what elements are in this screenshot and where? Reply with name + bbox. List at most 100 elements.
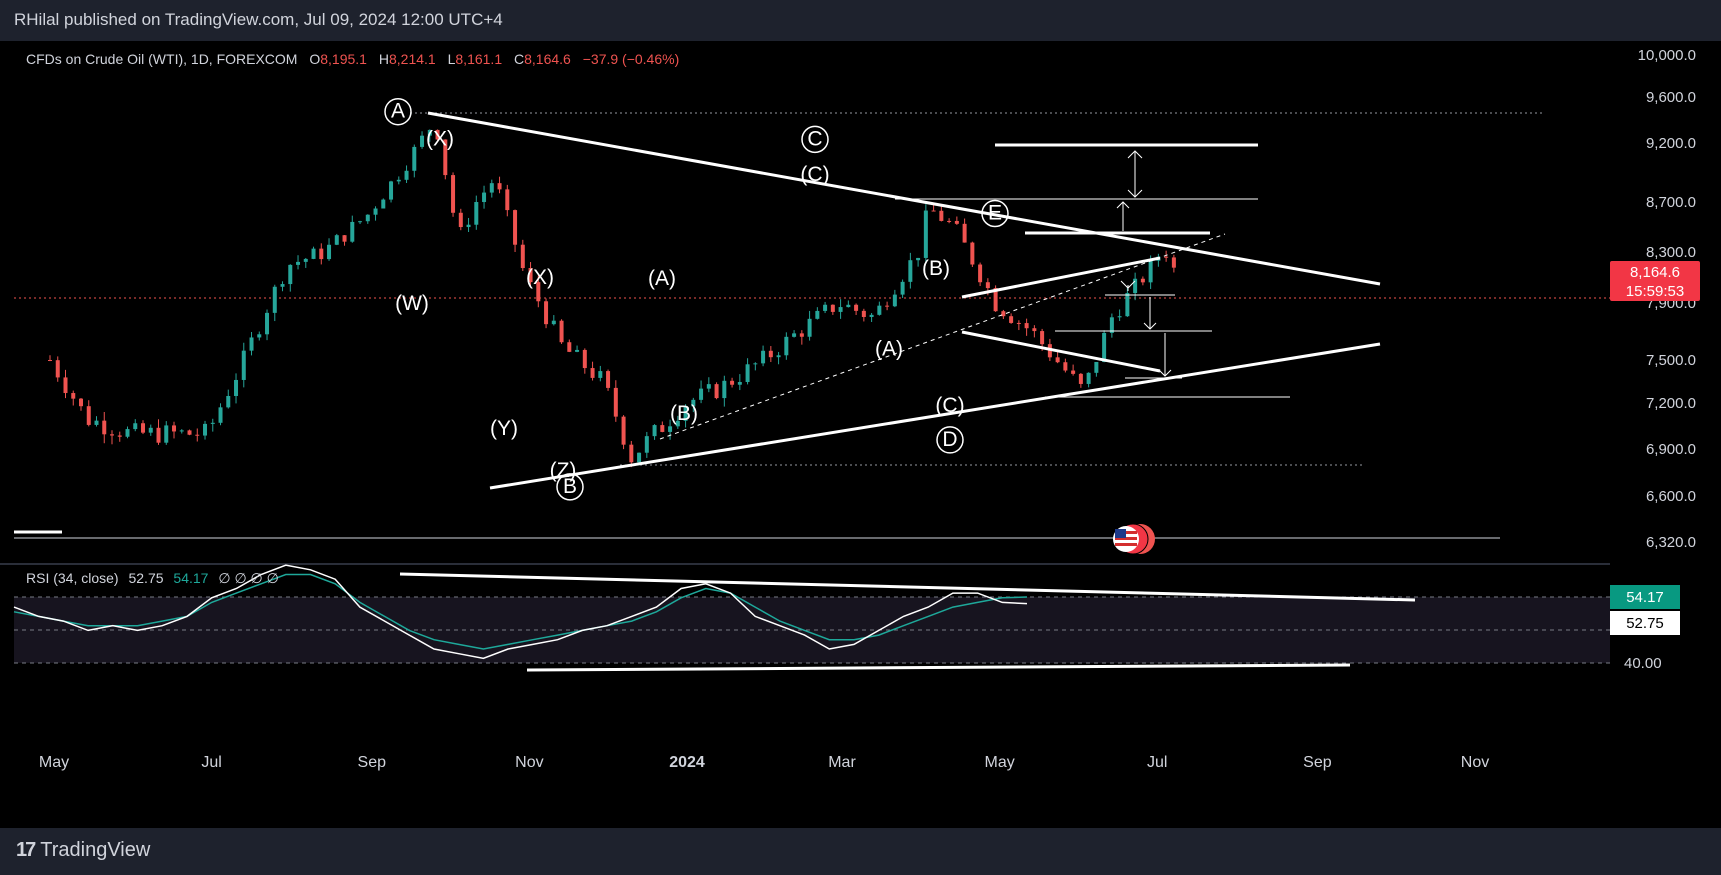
candle-body: [660, 425, 665, 432]
candle-body: [722, 380, 727, 399]
candle-body: [435, 129, 440, 140]
candle-body: [877, 305, 882, 315]
price-tick-label: 8,700.0: [1646, 194, 1696, 211]
wave-label-text: (A): [648, 267, 676, 290]
candle-body: [978, 264, 983, 283]
candle-body: [613, 387, 618, 417]
candle-body: [513, 210, 518, 245]
candle-body: [296, 261, 301, 265]
candle-body: [970, 242, 975, 265]
candle-body: [79, 398, 84, 407]
candle-body: [823, 304, 828, 311]
candle-body: [1164, 256, 1169, 258]
candle-body: [497, 183, 502, 190]
candle-body: [776, 355, 781, 358]
wave-label: (Z): [550, 459, 577, 482]
publisher-text: RHilal published on TradingView.com, Jul…: [14, 10, 503, 29]
candle-body: [195, 434, 200, 436]
time-tick-label: Jul: [201, 754, 221, 771]
candle-body: [1009, 316, 1014, 323]
chart-area[interactable]: A (X) (W) (X) (Y) (Z)B (A) (B) C (C) (A) (B) (C) D E C…: [0, 41, 1721, 828]
candle-body: [210, 422, 215, 424]
candle-body: [156, 427, 161, 443]
candle-body: [249, 337, 254, 351]
candle-body: [582, 349, 587, 369]
current-price-value: 8,164.6: [1630, 264, 1680, 281]
wave-label-text: (B): [922, 257, 950, 280]
candle-body: [474, 202, 479, 225]
candle-body: [451, 175, 456, 213]
candle-body: [272, 286, 277, 313]
candle-body: [606, 371, 611, 388]
countdown-value: 15:59:53: [1626, 283, 1684, 300]
candle-body: [389, 181, 394, 200]
candle-body: [652, 425, 657, 437]
candle-body: [567, 342, 572, 352]
candle-body: [985, 282, 990, 289]
wave-label-text: E: [988, 202, 1002, 225]
candle-body: [714, 384, 719, 399]
wave-labels: A (X) (W) (X) (Y) (Z)B (A) (B) C (C) (A) (B) (C) D E: [384, 97, 1009, 501]
candle-body: [350, 221, 355, 242]
time-tick-label: May: [984, 754, 1014, 771]
wave-label: E: [981, 199, 1009, 228]
wave-label-text: B: [563, 475, 577, 498]
candle-body: [885, 305, 890, 307]
wave-label: (C): [935, 394, 964, 417]
time-tick-label: Sep: [1303, 754, 1332, 771]
rsi-axis[interactable]: 40.00 54.17 52.75: [1610, 585, 1680, 672]
candle-body: [489, 183, 494, 193]
rsi-signal-badge-value: 54.17: [1626, 589, 1664, 606]
candle-body: [1117, 316, 1122, 318]
candle-body: [846, 304, 851, 308]
candle-body: [319, 248, 324, 260]
candle-body: [420, 135, 425, 147]
candle-body: [86, 406, 91, 425]
candle-body: [1102, 332, 1107, 362]
candle-body: [668, 426, 673, 432]
candle-body: [900, 281, 905, 295]
candle-body: [1109, 317, 1114, 333]
wave-label: (B): [670, 402, 698, 425]
rsi-tick-40: 40.00: [1624, 655, 1662, 672]
candle-body: [1171, 257, 1176, 268]
candle-body: [288, 264, 293, 285]
wave-label: (C): [800, 163, 829, 186]
candle-body: [265, 312, 270, 335]
price-tick-label: 6,600.0: [1646, 488, 1696, 505]
candle-body: [706, 384, 711, 389]
candle-body: [342, 235, 347, 242]
candle-body: [466, 224, 471, 228]
candle-body: [358, 221, 363, 223]
candle-body: [404, 170, 409, 180]
candle-body: [218, 407, 223, 423]
wave-label: (B): [922, 257, 950, 280]
us-flag-event-icon[interactable]: [1113, 523, 1155, 555]
time-axis[interactable]: May Jul Sep Nov 2024 Mar May Jul Sep Nov: [39, 754, 1489, 771]
rsi-signal-badge: [1610, 585, 1680, 609]
candle-body: [815, 310, 820, 319]
wave-label: C: [801, 125, 829, 154]
candle-body: [544, 301, 549, 325]
rsi-value-badge-value: 52.75: [1626, 615, 1664, 632]
tradingview-logo[interactable]: 17 TradingView: [16, 839, 150, 862]
time-tick-label: Nov: [515, 754, 543, 771]
wave-label: (X): [426, 127, 454, 150]
candle-body: [365, 214, 370, 222]
wave-label-text: A: [391, 100, 405, 123]
candle-body: [280, 284, 285, 287]
wave-label-text: D: [942, 428, 957, 451]
price-axis[interactable]: 10,000.09,600.09,200.08,700.08,300.07,90…: [1638, 47, 1696, 551]
candle-body: [699, 388, 704, 400]
price-candles: [48, 129, 1176, 468]
candle-body: [1125, 293, 1130, 317]
candle-body: [1071, 370, 1076, 374]
candle-body: [133, 423, 138, 430]
candle-body: [327, 244, 332, 260]
rsi-value-badge: [1610, 611, 1680, 635]
candle-body: [551, 320, 556, 325]
candle-body: [148, 427, 153, 433]
candle-body: [203, 423, 208, 436]
candle-body: [892, 294, 897, 307]
candle-body: [962, 223, 967, 243]
